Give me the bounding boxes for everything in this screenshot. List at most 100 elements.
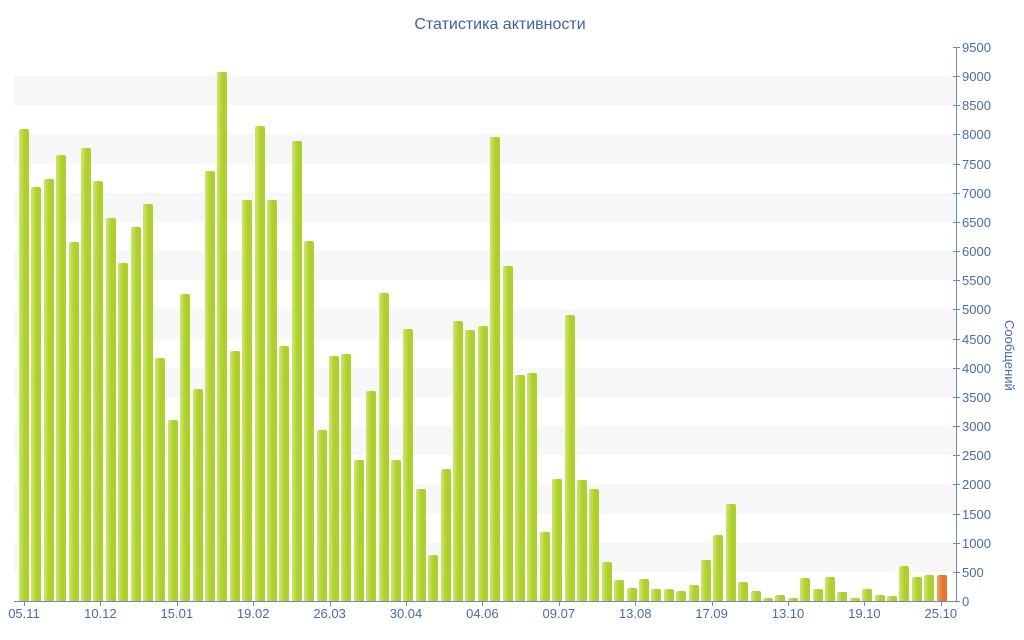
activity-bar[interactable] [676, 590, 687, 601]
activity-bar[interactable] [105, 217, 116, 601]
activity-bar[interactable] [93, 181, 104, 601]
activity-bar[interactable] [31, 186, 42, 601]
y-axis-tick [953, 221, 960, 223]
y-axis-tick [953, 367, 960, 369]
activity-bar[interactable] [81, 148, 91, 601]
activity-bar[interactable] [812, 588, 823, 601]
activity-bar[interactable] [415, 489, 426, 601]
activity-bar[interactable] [341, 353, 352, 601]
activity-bar[interactable] [378, 293, 389, 601]
activity-bar[interactable] [180, 293, 191, 601]
activity-bar[interactable] [229, 350, 240, 601]
activity-bar[interactable] [862, 589, 873, 601]
activity-bar[interactable] [527, 373, 538, 601]
activity-bar[interactable] [639, 578, 649, 601]
activity-bar[interactable] [465, 329, 476, 601]
activity-bar[interactable] [688, 584, 699, 601]
activity-bar[interactable] [849, 598, 860, 601]
activity-bar[interactable] [316, 430, 327, 601]
activity-bar[interactable] [775, 594, 786, 601]
activity-bar[interactable] [899, 566, 910, 601]
activity-bar[interactable] [403, 329, 414, 601]
activity-bar[interactable] [155, 357, 166, 601]
activity-bar[interactable] [552, 479, 563, 601]
activity-bar[interactable] [601, 561, 612, 601]
activity-bar[interactable] [68, 241, 79, 601]
y-axis-tick [953, 280, 960, 282]
x-axis-tick [940, 602, 942, 606]
activity-bar[interactable] [589, 489, 600, 601]
activity-bar[interactable] [800, 577, 811, 601]
activity-bar[interactable] [19, 128, 29, 601]
activity-bar[interactable] [887, 596, 897, 601]
activity-bar[interactable] [291, 141, 302, 601]
activity-bar[interactable] [490, 137, 501, 601]
y-axis-label: 1500 [962, 506, 991, 522]
activity-bar[interactable] [205, 170, 215, 601]
activity-bar[interactable] [304, 240, 315, 601]
x-axis-label: 04.06 [466, 606, 499, 621]
activity-bar[interactable] [614, 580, 625, 601]
activity-bar[interactable] [56, 154, 67, 601]
activity-bar[interactable] [539, 532, 550, 601]
y-axis-label: 3000 [962, 419, 991, 435]
activity-bar[interactable] [837, 592, 848, 601]
activity-bar[interactable] [725, 503, 736, 601]
y-axis-label: 6000 [962, 244, 991, 260]
y-axis-tick [953, 338, 960, 340]
x-axis-tick [176, 602, 178, 606]
activity-bar[interactable] [713, 534, 724, 601]
activity-bar[interactable] [502, 265, 513, 601]
activity-bar[interactable] [217, 72, 228, 601]
y-axis-label: 5500 [962, 273, 991, 289]
activity-bar[interactable] [750, 590, 761, 601]
activity-bar[interactable] [477, 325, 488, 601]
activity-bar[interactable] [279, 345, 290, 601]
grid-band [14, 222, 956, 251]
y-axis-label: 4500 [962, 331, 991, 347]
activity-bar[interactable] [453, 321, 463, 601]
activity-bar[interactable] [353, 460, 364, 601]
y-axis-tick [953, 105, 960, 107]
activity-bar[interactable] [515, 374, 525, 601]
activity-bar[interactable] [118, 262, 129, 601]
activity-bar[interactable] [874, 594, 885, 601]
activity-bar[interactable] [564, 315, 575, 601]
activity-bar[interactable] [366, 391, 377, 601]
y-axis-tick [953, 571, 960, 573]
x-axis-tick [635, 602, 637, 606]
activity-bar[interactable] [626, 588, 637, 601]
activity-bar-current[interactable] [936, 574, 947, 601]
y-axis-label: 3500 [962, 389, 991, 405]
activity-bar[interactable] [663, 589, 674, 601]
activity-bar[interactable] [787, 598, 798, 601]
activity-bar[interactable] [267, 200, 277, 601]
activity-bar[interactable] [391, 460, 401, 601]
activity-bar[interactable] [825, 577, 835, 601]
activity-bar[interactable] [651, 588, 662, 601]
activity-bar[interactable] [911, 577, 922, 601]
activity-bar[interactable] [43, 179, 54, 601]
activity-bar[interactable] [167, 420, 178, 601]
activity-bar[interactable] [428, 554, 439, 601]
activity-bar[interactable] [577, 480, 587, 601]
grid-band [14, 134, 956, 164]
activity-bar[interactable] [763, 598, 773, 601]
y-axis-label: 9500 [962, 40, 991, 55]
activity-bar[interactable] [738, 581, 749, 601]
x-axis-label: 26.03 [313, 606, 346, 621]
x-axis-label: 30.04 [389, 606, 423, 621]
grid-band [14, 164, 956, 193]
activity-bar[interactable] [130, 226, 141, 601]
activity-bar[interactable] [242, 200, 253, 601]
y-axis-label: 1000 [962, 535, 991, 551]
activity-bar[interactable] [143, 204, 153, 601]
y-axis-tick [953, 542, 960, 544]
activity-bar[interactable] [254, 125, 265, 601]
activity-bar[interactable] [192, 389, 203, 601]
x-axis-tick [253, 602, 255, 606]
activity-bar[interactable] [440, 468, 451, 601]
activity-bar[interactable] [924, 575, 935, 601]
activity-bar[interactable] [329, 356, 339, 601]
activity-bar[interactable] [701, 559, 711, 601]
